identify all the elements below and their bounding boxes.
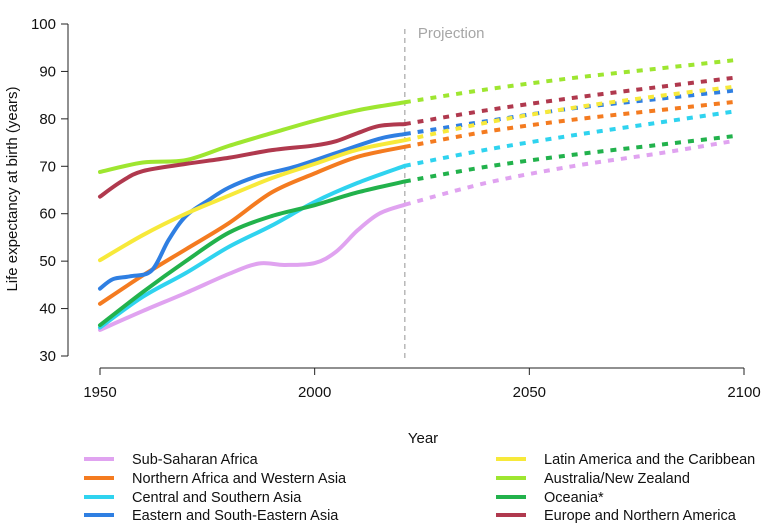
legend-label-northern-africa-and-western-asia: Northern Africa and Western Asia: [132, 471, 347, 487]
projection-label: Projection: [418, 25, 485, 42]
legend-label-central-and-southern-asia: Central and Southern Asia: [132, 490, 302, 506]
x-tick-label-2050: 2050: [513, 384, 546, 401]
y-tick-label-100: 100: [31, 16, 56, 33]
legend-label-australia-new-zealand: Australia/New Zealand: [544, 471, 690, 487]
series-line-europe-and-northern-america: [98, 122, 407, 199]
series-line-eastern-and-south-eastern-asia: [98, 132, 407, 291]
x-tick-label-2100: 2100: [727, 384, 760, 401]
legend-label-latin-america-and-the-caribbean: Latin America and the Caribbean: [544, 452, 755, 468]
projection-marker: Projection: [404, 25, 485, 358]
series-line-sub-saharan-africa: [98, 202, 407, 332]
projection-line-australia-new-zealand: [404, 58, 736, 105]
series-line-australia-new-zealand: [98, 100, 407, 174]
y-tick-label-60: 60: [39, 206, 56, 223]
y-tick-label-30: 30: [39, 348, 56, 365]
series-line-latin-america-and-the-caribbean: [98, 138, 407, 263]
chart-axes: 30 40 50 60 70 80 90 100 1950 2000 2050 2100: [31, 16, 761, 401]
legend-item-eastern-and-south-eastern-asia: Eastern and South-Eastern Asia: [84, 508, 339, 524]
y-tick-label-50: 50: [39, 253, 56, 270]
legend-label-europe-and-northern-america: Europe and Northern America: [544, 508, 737, 524]
x-tick-label-2000: 2000: [298, 384, 331, 401]
legend-label-eastern-and-south-eastern-asia: Eastern and South-Eastern Asia: [132, 508, 339, 524]
legend-item-central-and-southern-asia: Central and Southern Asia: [84, 490, 302, 506]
projection-line-eastern-and-south-eastern-asia: [404, 88, 736, 137]
projection-line-oceania: [404, 133, 736, 184]
legend-item-australia-new-zealand: Australia/New Zealand: [496, 471, 690, 487]
projection-line-europe-and-northern-america: [404, 75, 736, 127]
legend-item-oceania: Oceania*: [496, 490, 604, 506]
legend-item-northern-africa-and-western-asia: Northern Africa and Western Asia: [84, 471, 347, 487]
x-tick-label-1950: 1950: [83, 384, 116, 401]
series-lines: [98, 58, 736, 332]
projection-line-sub-saharan-africa: [404, 138, 736, 207]
legend-item-sub-saharan-africa: Sub-Saharan Africa: [84, 452, 259, 468]
series-line-central-and-southern-asia: [98, 163, 407, 330]
y-tick-label-90: 90: [39, 63, 56, 80]
legend-item-latin-america-and-the-caribbean: Latin America and the Caribbean: [496, 452, 755, 468]
x-axis-title: Year: [408, 430, 438, 447]
series-line-oceania: [98, 179, 407, 328]
legend-item-europe-and-northern-america: Europe and Northern America: [496, 508, 737, 524]
legend: Sub-Saharan Africa Northern Africa and We…: [84, 452, 755, 524]
projection-line-central-and-southern-asia: [404, 109, 736, 168]
y-axis-title: Life expectancy at birth (years): [4, 86, 21, 291]
y-tick-label-40: 40: [39, 301, 56, 318]
y-tick-label-70: 70: [39, 158, 56, 175]
legend-label-sub-saharan-africa: Sub-Saharan Africa: [132, 452, 259, 468]
y-tick-label-80: 80: [39, 111, 56, 128]
projection-line-northern-africa-and-western-asia: [404, 99, 736, 149]
legend-label-oceania: Oceania*: [544, 490, 604, 506]
projection-line-latin-america-and-the-caribbean: [404, 84, 736, 143]
